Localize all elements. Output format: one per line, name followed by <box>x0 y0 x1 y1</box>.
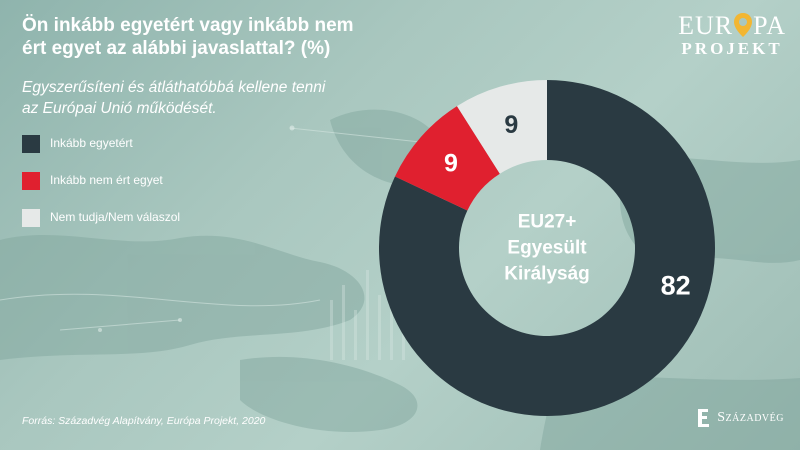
europa-logo-wordmark: EUR PA <box>678 11 786 40</box>
szazadveg-wordmark: Századvég <box>717 410 784 425</box>
chart-subtitle-line-2: az Európai Unió működését. <box>22 100 217 117</box>
slice-disagree <box>394 106 500 211</box>
legend-swatch-dont-know <box>22 209 40 227</box>
slice-dont-know <box>456 80 547 174</box>
source-note: Forrás: Századvég Alapítvány, Európa Pro… <box>22 415 266 427</box>
legend-swatch-disagree <box>22 172 40 190</box>
value-label-disagree: 9 <box>444 149 458 177</box>
center-label-line: Egyesült <box>507 238 587 259</box>
center-label-line: Királyság <box>504 264 590 285</box>
chart-title: Ön inkább egyetért vagy inkább nem ért e… <box>22 14 422 60</box>
chart-title-line-1: Ön inkább egyetért vagy inkább nem <box>22 15 354 36</box>
center-label-line: EU27+ <box>518 212 577 233</box>
europa-logo-projekt: PROJEKT <box>681 39 783 58</box>
legend-swatch-agree <box>22 135 40 153</box>
chart-title-line-2: ért egyet az alábbi javaslattal? (%) <box>22 38 331 59</box>
legend-label-agree: Inkább egyetért <box>50 136 133 150</box>
europa-projekt-logo: EUR PA PROJEKT <box>678 11 786 59</box>
chart-subtitle-line-1: Egyszerűsíteni és átláthatóbbá kellene t… <box>22 79 326 96</box>
szazadveg-logo: Századvég <box>696 407 784 429</box>
value-label-agree: 82 <box>661 271 691 301</box>
value-label-dont-know: 9 <box>504 111 518 139</box>
legend-label-dont-know: Nem tudja/Nem válaszol <box>50 210 181 224</box>
slice-agree <box>379 80 716 416</box>
map-pin-icon <box>734 13 753 37</box>
legend-label-disagree: Inkább nem ért egyet <box>50 173 163 187</box>
szazadveg-mark-icon <box>698 409 710 427</box>
chart-subtitle: Egyszerűsíteni és átláthatóbbá kellene t… <box>22 77 422 119</box>
